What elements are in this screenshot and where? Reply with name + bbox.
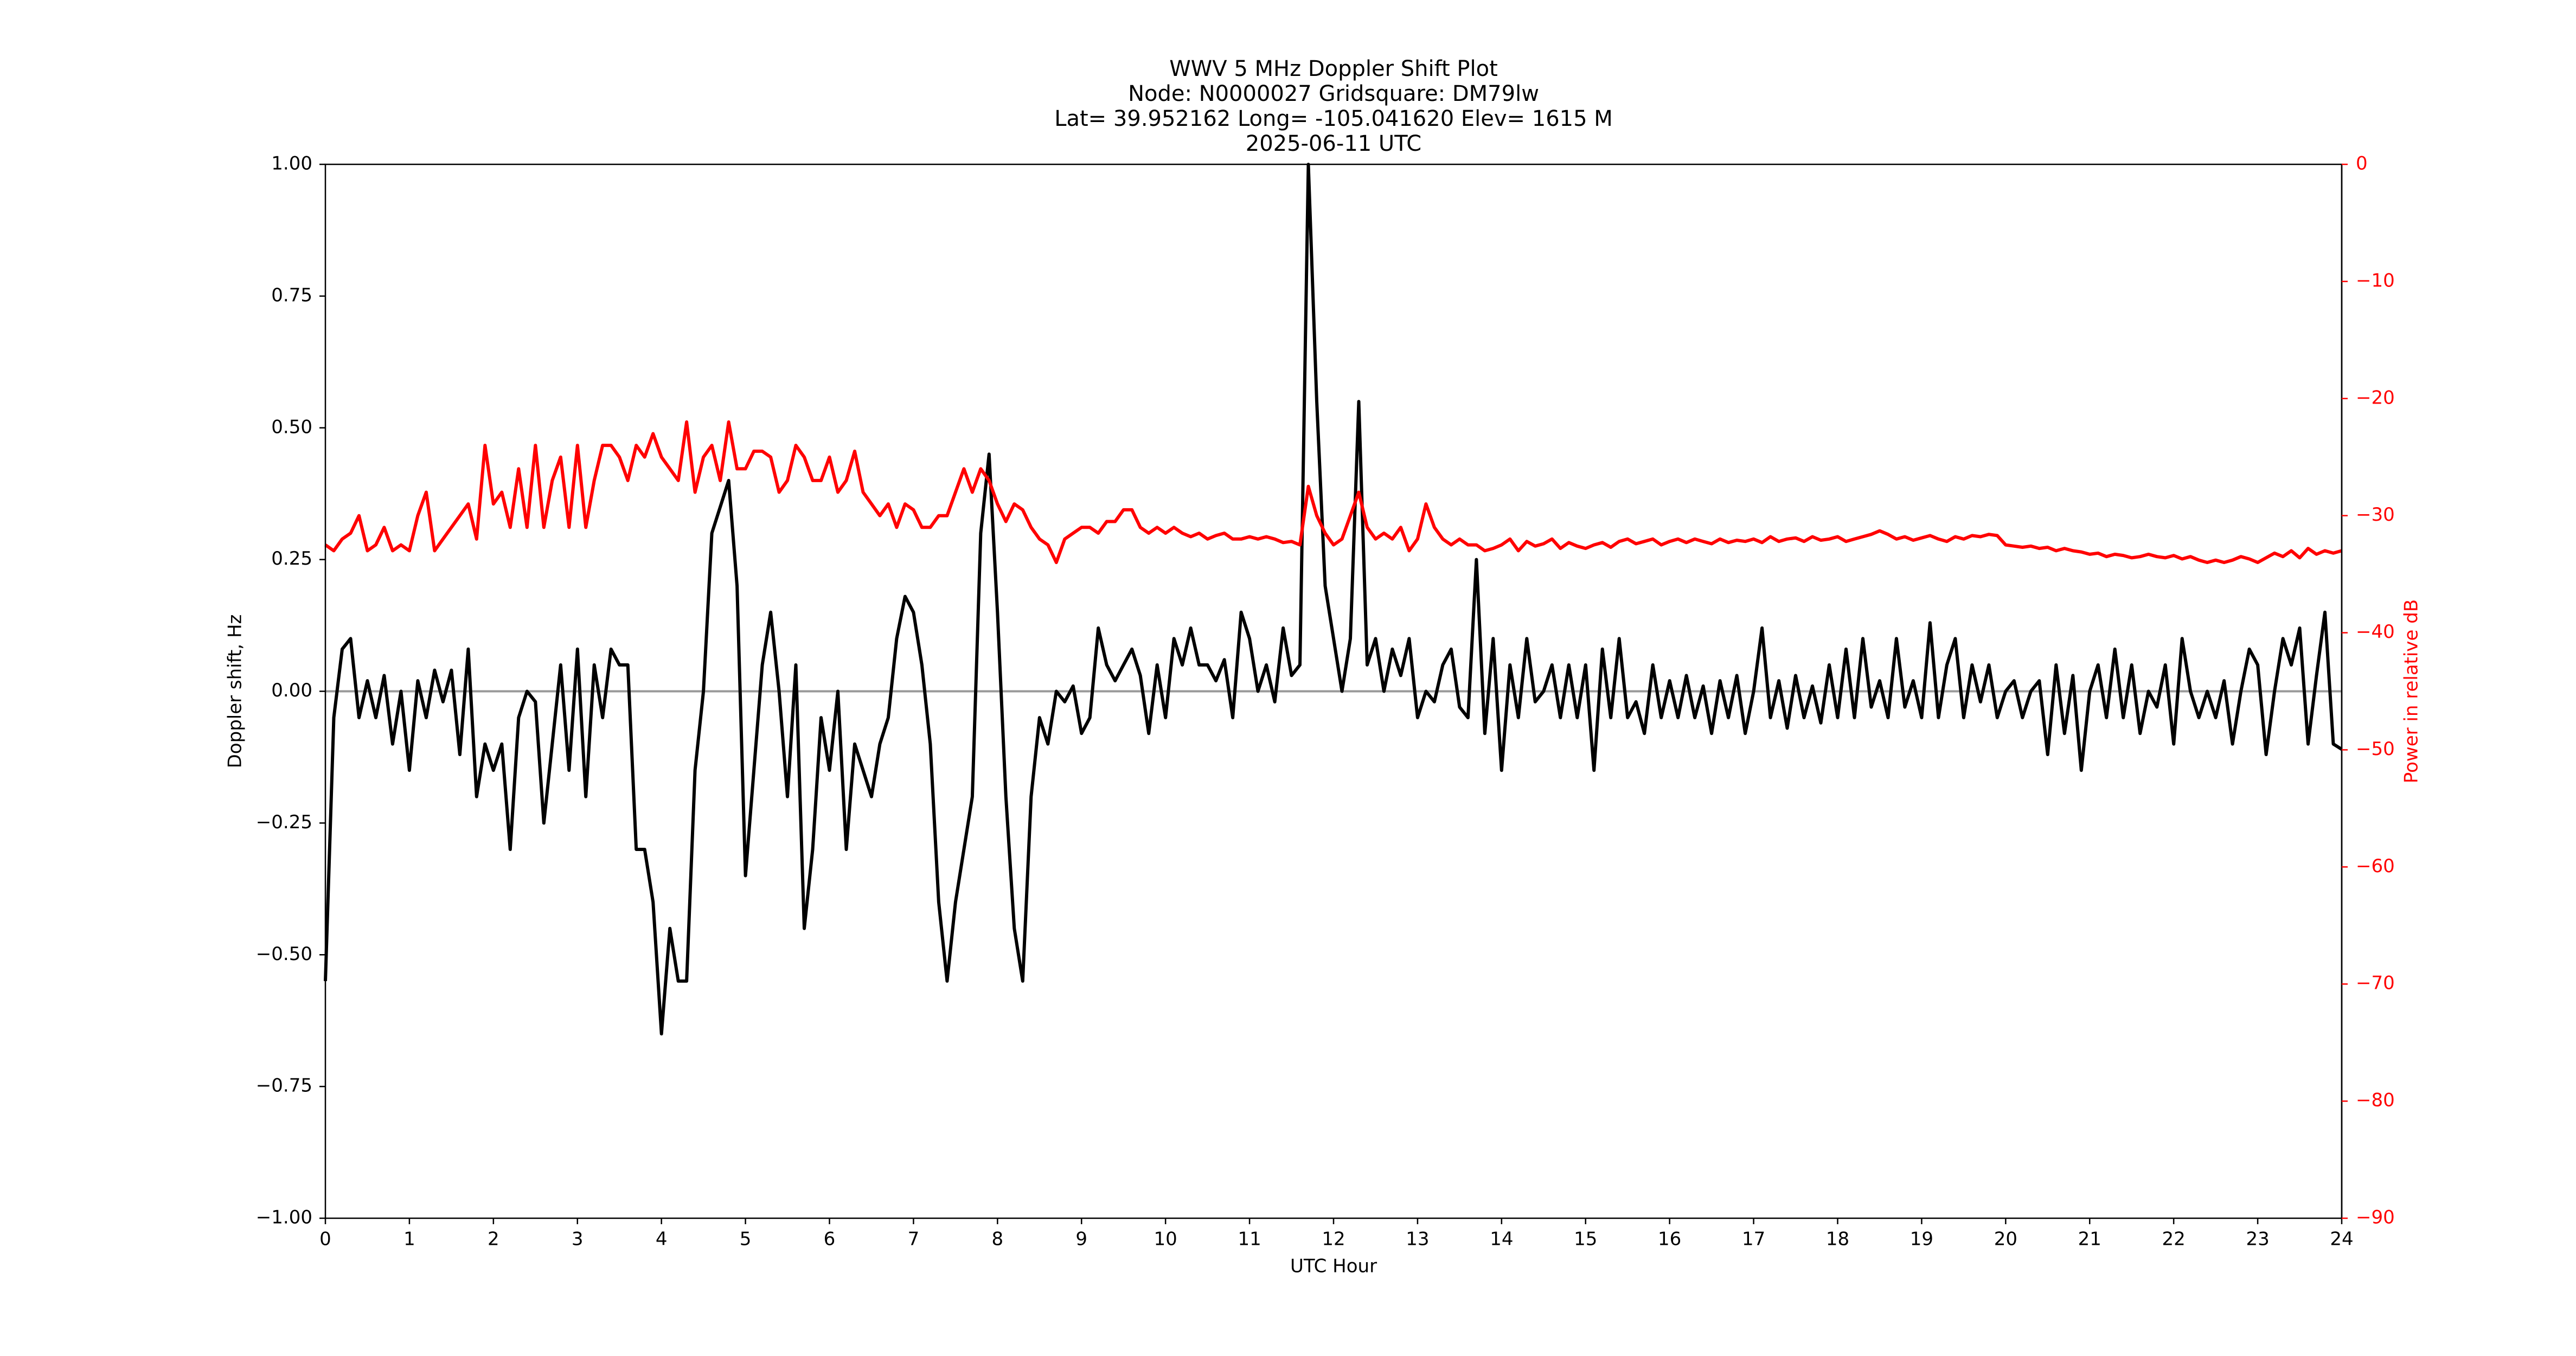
- x-tick-label: 3: [572, 1229, 584, 1250]
- x-tick-label: 18: [1826, 1229, 1849, 1250]
- x-tick-label: 13: [1406, 1229, 1429, 1250]
- x-tick-label: 2: [488, 1229, 499, 1250]
- y-tick-label: 0.00: [271, 680, 312, 701]
- y2-tick-label: 0: [2356, 153, 2368, 175]
- y-tick-label: −1.00: [256, 1207, 312, 1229]
- x-tick-label: 24: [2330, 1229, 2353, 1250]
- x-tick-label: 19: [1910, 1229, 1933, 1250]
- x-tick-label: 16: [1658, 1229, 1681, 1250]
- y-tick-label: 1.00: [271, 153, 312, 175]
- x-tick-label: 14: [1490, 1229, 1513, 1250]
- x-tick-label: 7: [908, 1229, 920, 1250]
- y2-tick-label: −50: [2356, 738, 2395, 760]
- y2-tick-label: −80: [2356, 1090, 2395, 1111]
- y2-tick-label: −40: [2356, 621, 2395, 643]
- y-tick-label: 0.75: [271, 284, 312, 306]
- x-tick-label: 6: [824, 1229, 836, 1250]
- y2-tick-label: −10: [2356, 270, 2395, 291]
- x-tick-label: 1: [403, 1229, 415, 1250]
- chart-title: 2025-06-11 UTC: [1246, 131, 1421, 156]
- x-tick-label: 11: [1238, 1229, 1261, 1250]
- y-tick-label: 0.50: [271, 416, 312, 438]
- x-tick-label: 0: [319, 1229, 331, 1250]
- x-tick-label: 15: [1574, 1229, 1597, 1250]
- x-tick-label: 21: [2078, 1229, 2101, 1250]
- data-line: [324, 163, 2343, 1035]
- x-tick-label: 5: [740, 1229, 752, 1250]
- y2-tick-label: −70: [2356, 973, 2395, 994]
- x-tick-label: 12: [1322, 1229, 1345, 1250]
- x-tick-label: 17: [1742, 1229, 1765, 1250]
- x-tick-label: 8: [992, 1229, 1004, 1250]
- x-tick-label: 22: [2162, 1229, 2186, 1250]
- y2-tick-label: −90: [2356, 1207, 2395, 1229]
- y2-tick-label: −30: [2356, 504, 2395, 526]
- y-tick-label: −0.50: [256, 943, 312, 965]
- x-tick-label: 9: [1075, 1229, 1087, 1250]
- chart-title: Node: N0000027 Gridsquare: DM79lw: [1128, 81, 1539, 106]
- x-tick-label: 4: [656, 1229, 668, 1250]
- y2-axis-label: Power in relative dB: [2401, 599, 2423, 783]
- chart-title: Lat= 39.952162 Long= -105.041620 Elev= 1…: [1054, 106, 1613, 131]
- y2-tick-label: −20: [2356, 387, 2395, 408]
- y-tick-label: −0.75: [256, 1075, 312, 1097]
- y-tick-label: −0.25: [256, 811, 312, 833]
- y2-tick-label: −60: [2356, 855, 2395, 877]
- chart-title: WWV 5 MHz Doppler Shift Plot: [1169, 56, 1498, 81]
- x-tick-label: 20: [1994, 1229, 2017, 1250]
- x-tick-label: 23: [2246, 1229, 2269, 1250]
- x-tick-label: 10: [1154, 1229, 1177, 1250]
- x-axis-label: UTC Hour: [1290, 1256, 1377, 1277]
- data-line: [324, 420, 2342, 564]
- y-axis-label: Doppler shift, Hz: [225, 615, 246, 769]
- y-tick-label: 0.25: [271, 548, 312, 570]
